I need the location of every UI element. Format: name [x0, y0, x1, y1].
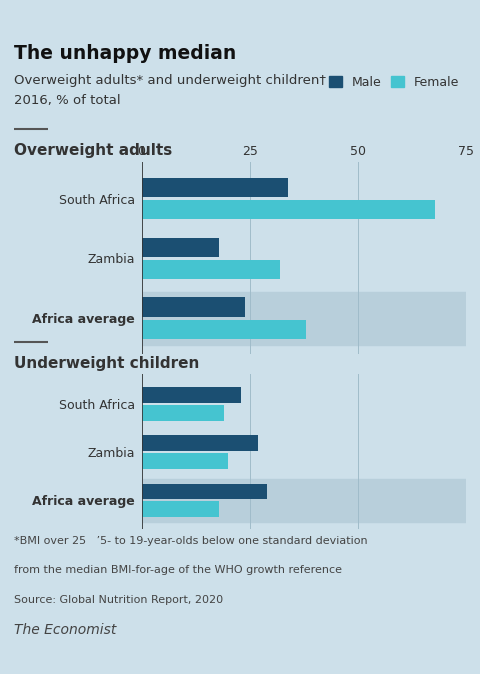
- Bar: [142, 292, 466, 344]
- Bar: [142, 405, 224, 421]
- Bar: [142, 319, 306, 338]
- Text: from the median BMI-for-age of the WHO growth reference: from the median BMI-for-age of the WHO g…: [14, 565, 342, 575]
- Bar: [142, 297, 245, 317]
- Text: *BMI over 25   ’5- to 19-year-olds below one standard deviation: *BMI over 25 ’5- to 19-year-olds below o…: [14, 536, 368, 546]
- Bar: [142, 484, 267, 499]
- Bar: [142, 178, 288, 197]
- Text: 2016, % of total: 2016, % of total: [14, 94, 121, 107]
- Bar: [142, 388, 241, 403]
- Bar: [142, 501, 219, 517]
- Bar: [142, 479, 466, 522]
- Bar: [142, 238, 219, 257]
- Text: The Economist: The Economist: [14, 623, 117, 637]
- Text: Overweight adults* and underweight children†: Overweight adults* and underweight child…: [14, 74, 326, 87]
- Bar: [142, 200, 435, 219]
- Text: Underweight children: Underweight children: [14, 356, 200, 371]
- Bar: [142, 260, 280, 279]
- Text: Source: Global Nutrition Report, 2020: Source: Global Nutrition Report, 2020: [14, 595, 224, 605]
- Bar: [142, 435, 258, 451]
- Text: Overweight adults: Overweight adults: [14, 144, 173, 158]
- Bar: [142, 454, 228, 468]
- Legend: Male, Female: Male, Female: [329, 75, 459, 89]
- Text: The unhappy median: The unhappy median: [14, 44, 237, 63]
